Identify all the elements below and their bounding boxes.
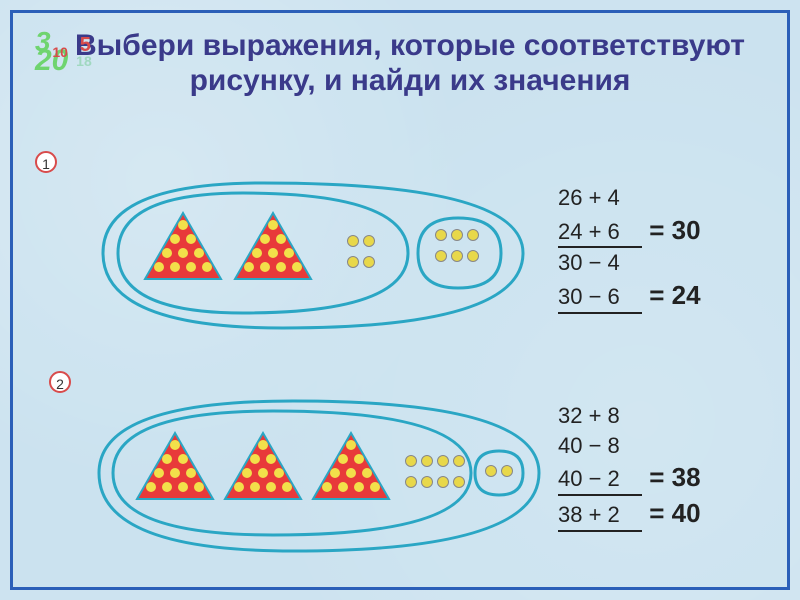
triangle-with-dots [233, 211, 313, 281]
triangle-with-dots [135, 431, 215, 501]
dot [363, 235, 375, 247]
equation-row: 40 − 8 [558, 431, 701, 461]
problem-1-equations: 26 + 424 + 6 = 3030 − 430 − 6 = 24 [558, 183, 701, 314]
dot [451, 229, 463, 241]
problem-badge-1: 1 [35, 151, 57, 173]
dot-group [403, 453, 467, 495]
dot [421, 455, 433, 467]
equation-answer: = 24 [642, 280, 701, 310]
equation-row: 30 − 4 [558, 248, 701, 278]
equation-row: 40 − 2 = 38 [558, 460, 701, 496]
dot [437, 455, 449, 467]
dot [405, 455, 417, 467]
problem-2-equations: 32 + 840 − 840 − 2 = 3838 + 2 = 40 [558, 401, 701, 532]
equation-lhs: 30 − 4 [558, 248, 642, 278]
equation-answer: = 38 [642, 462, 701, 492]
dot [453, 455, 465, 467]
equation-row: 24 + 6 = 30 [558, 213, 701, 249]
equation-lhs: 24 + 6 [558, 217, 642, 249]
dot [467, 229, 479, 241]
equation-row: 30 − 6 = 24 [558, 278, 701, 314]
deco-18: 18 [76, 53, 92, 69]
frame: 3 10 5 20 18 Выбери выражения, которые с… [10, 10, 790, 590]
deco-10: 10 [52, 44, 68, 60]
equation-lhs: 30 − 6 [558, 282, 642, 314]
dot [501, 465, 513, 477]
page-title: Выбери выражения, которые соответствуют … [13, 13, 787, 106]
dot [347, 235, 359, 247]
equation-answer: = 40 [642, 498, 701, 528]
equation-row: 32 + 8 [558, 401, 701, 431]
dot [405, 476, 417, 488]
triangle-with-dots [143, 211, 223, 281]
problem-1-figure [63, 163, 543, 343]
decorative-numbers: 3 10 5 20 18 [35, 31, 93, 73]
equation-answer: = 30 [642, 215, 701, 245]
equation-lhs: 40 − 2 [558, 464, 642, 496]
dot [437, 476, 449, 488]
dot [435, 250, 447, 262]
dot [421, 476, 433, 488]
dot-group [433, 227, 481, 269]
dot [451, 250, 463, 262]
dot [363, 256, 375, 268]
problem-2-figure [63, 383, 543, 563]
equation-lhs: 26 + 4 [558, 183, 642, 213]
triangle-with-dots [311, 431, 391, 501]
equation-row: 26 + 4 [558, 183, 701, 213]
dot [347, 256, 359, 268]
dot [485, 465, 497, 477]
dot [435, 229, 447, 241]
equation-lhs: 40 − 8 [558, 431, 642, 461]
equation-lhs: 32 + 8 [558, 401, 642, 431]
triangle-with-dots [223, 431, 303, 501]
dot-group [345, 233, 377, 275]
equation-lhs: 38 + 2 [558, 500, 642, 532]
dot [467, 250, 479, 262]
dot-group [483, 463, 515, 484]
equation-row: 38 + 2 = 40 [558, 496, 701, 532]
dot [453, 476, 465, 488]
